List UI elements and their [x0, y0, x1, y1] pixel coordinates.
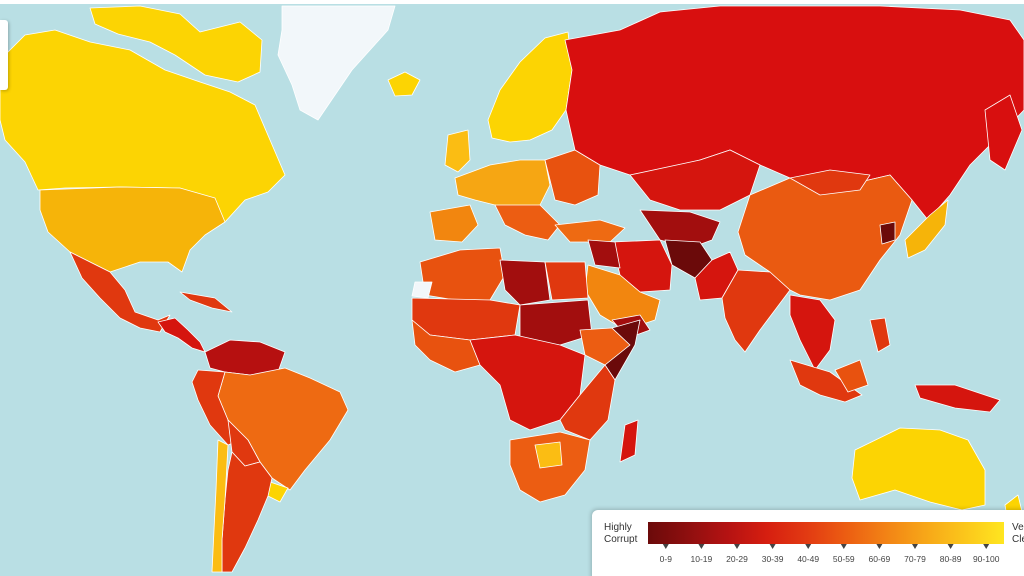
legend-high-label-line1: Very — [1012, 522, 1024, 533]
legend-tick-label: 60-69 — [869, 554, 891, 564]
iceland[interactable] — [387, 71, 421, 97]
botswana[interactable] — [534, 441, 563, 469]
chile[interactable] — [211, 439, 229, 573]
iberia[interactable] — [429, 204, 479, 243]
legend-tick-marker — [662, 544, 669, 549]
indonesia[interactable] — [789, 359, 863, 403]
libya[interactable] — [499, 259, 551, 306]
legend-tick-label: 70-79 — [904, 554, 926, 564]
legend-low-label: Highly Corrupt — [604, 522, 637, 546]
borneo[interactable] — [834, 359, 869, 393]
legend-tick-marker — [769, 544, 776, 549]
legend-ticks: 0-9 10-19 20-29 30-39 40-49 50-59 60-69 70-79 80… — [660, 544, 1000, 564]
east-africa[interactable] — [559, 364, 616, 441]
canada[interactable] — [0, 29, 286, 223]
egypt[interactable] — [544, 261, 589, 301]
united-states[interactable] — [39, 186, 226, 273]
japan[interactable] — [904, 199, 949, 259]
cuba[interactable] — [179, 291, 233, 313]
legend-tick-label: 80-89 — [940, 554, 962, 564]
map-side-handle[interactable] — [0, 20, 8, 90]
world-choropleth-map[interactable] — [0, 4, 1024, 576]
australia[interactable] — [851, 427, 986, 511]
saudi-arabia[interactable] — [584, 264, 661, 331]
north-korea[interactable] — [879, 221, 896, 245]
kamchatka[interactable] — [984, 94, 1023, 171]
legend-high-label: Very Clean — [1012, 522, 1024, 546]
mongolia[interactable] — [789, 169, 871, 196]
morocco-algeria[interactable] — [419, 247, 506, 301]
western-sahara[interactable] — [411, 281, 433, 299]
india[interactable] — [721, 269, 791, 353]
southern-europe[interactable] — [494, 204, 561, 241]
legend-tick-marker — [698, 544, 705, 549]
legend-low-label-line2: Corrupt — [604, 534, 638, 545]
legend-tick-marker — [983, 544, 990, 549]
legend-tick-marker — [805, 544, 812, 549]
legend-tick-marker — [947, 544, 954, 549]
legend-tick-label: 50-59 — [833, 554, 855, 564]
legend-tick-marker — [840, 544, 847, 549]
legend-tick-marker — [876, 544, 883, 549]
turkey[interactable] — [554, 219, 626, 243]
mexico[interactable] — [69, 251, 171, 333]
legend-low-label-line1: Highly — [604, 522, 632, 533]
papua[interactable] — [914, 384, 1001, 413]
west-africa[interactable] — [411, 319, 481, 373]
legend-panel: Highly Corrupt 0-9 10-19 20-29 30-39 40-49 50… — [592, 510, 1024, 576]
legend-tick-label: 40-49 — [797, 554, 819, 564]
legend-tick-marker — [734, 544, 740, 549]
greenland[interactable] — [277, 5, 396, 121]
united-kingdom[interactable] — [444, 129, 471, 173]
arctic-islands[interactable] — [89, 5, 263, 83]
sudan[interactable] — [519, 299, 593, 346]
legend-tick-marker — [912, 544, 918, 549]
legend-color-scale — [648, 522, 1004, 544]
iraq-syria[interactable] — [587, 239, 621, 269]
legend-tick-label: 0-9 — [660, 554, 673, 564]
legend-tick-label: 90-100 — [973, 554, 1000, 564]
philippines[interactable] — [869, 317, 891, 353]
madagascar[interactable] — [619, 419, 639, 463]
legend-tick-label: 10-19 — [691, 554, 713, 564]
southeast-asia[interactable] — [789, 294, 836, 371]
legend-tick-label: 20-29 — [726, 554, 748, 564]
legend-tick-label: 30-39 — [762, 554, 784, 564]
legend-high-label-line2: Clean — [1012, 534, 1024, 545]
